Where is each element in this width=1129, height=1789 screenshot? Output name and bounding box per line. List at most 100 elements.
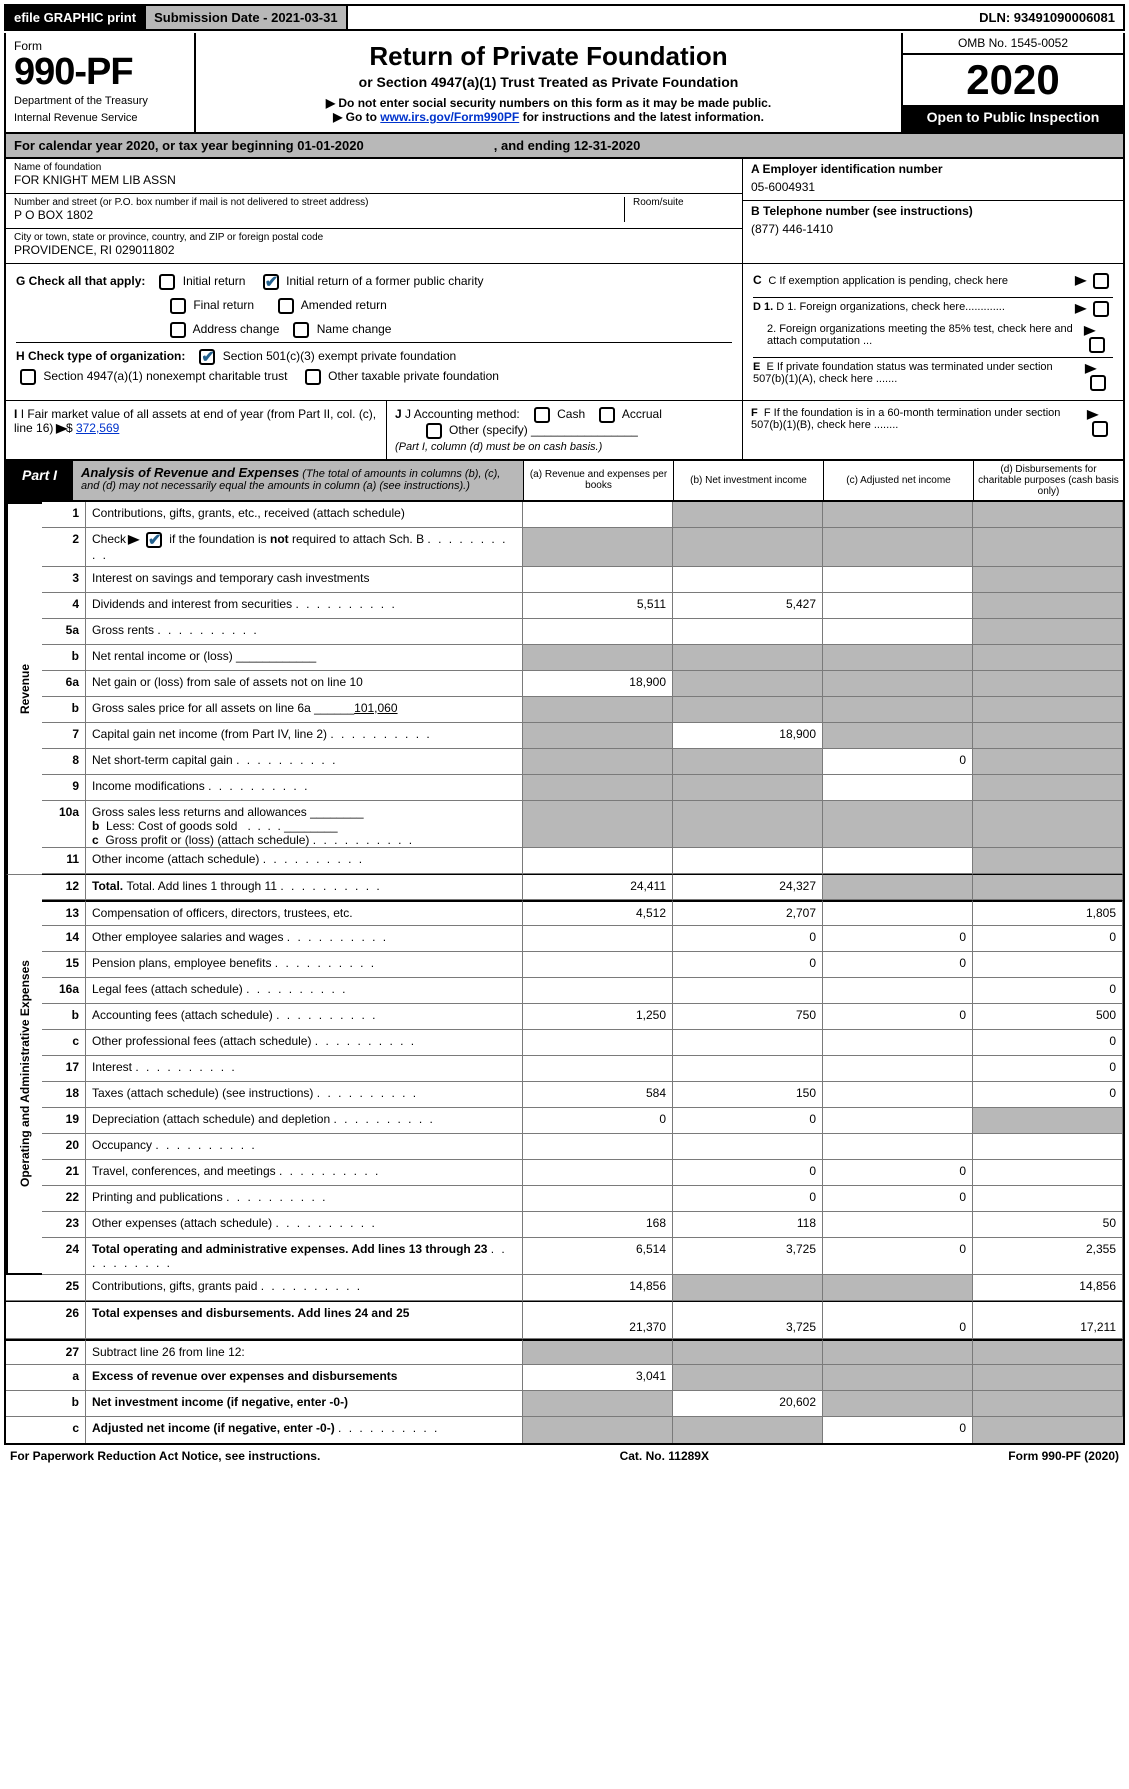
omb-number: OMB No. 1545-0052 [903,33,1123,55]
line-num: 4 [42,593,86,619]
checkbox-4947[interactable] [20,369,36,385]
cell-value: 168 [523,1212,673,1238]
form-number-cell: Form 990-PF Department of the Treasury I… [6,33,196,132]
checkbox-name-change[interactable] [293,322,309,338]
checkbox-other-taxable[interactable] [305,369,321,385]
ein-value: 05-6004931 [751,176,1115,194]
calendar-begin: For calendar year 2020, or tax year begi… [14,138,364,153]
revenue-side-label: Revenue [6,502,42,874]
line-desc: Occupancy [86,1134,523,1160]
line-desc: Printing and publications [86,1186,523,1212]
checkbox-final-return[interactable] [170,298,186,314]
line-num: 7 [42,723,86,749]
cell-value: 0 [823,1160,973,1186]
line-num: 12 [42,874,86,900]
line-desc: Total. Total. Add lines 1 through 11 [86,874,523,900]
cell-value: 0 [823,952,973,978]
checkbox-amended[interactable] [278,298,294,314]
check-area: G Check all that apply: Initial return I… [4,263,1125,400]
cell-value: 0 [823,749,973,775]
checkbox-cash[interactable] [534,407,550,423]
part-1-tab: Part I [6,461,73,500]
telephone-row: B Telephone number (see instructions) (8… [743,201,1123,242]
checkbox-address-change[interactable] [170,322,186,338]
cell-value: 0 [673,1108,823,1134]
line-num: 15 [42,952,86,978]
line-desc: Gross sales price for all assets on line… [86,697,523,723]
line-num: 20 [42,1134,86,1160]
line-num: 19 [42,1108,86,1134]
cat-number: Cat. No. 11289X [620,1449,709,1463]
checkbox-initial-return[interactable] [159,274,175,290]
g-row: G Check all that apply: Initial return I… [16,270,732,294]
checkbox-e[interactable] [1090,375,1106,391]
checkbox-accrual[interactable] [599,407,615,423]
line-num: 14 [42,926,86,952]
line-num: 3 [42,567,86,593]
cell-value: 1,250 [523,1004,673,1030]
part-1-title: Analysis of Revenue and Expenses (The to… [73,461,523,500]
line-desc: Other income (attach schedule) [86,848,523,874]
line-desc: Depreciation (attach schedule) and deple… [86,1108,523,1134]
foundation-name: FOR KNIGHT MEM LIB ASSN [14,173,734,187]
part-1-table: Revenue 1 Contributions, gifts, grants, … [4,502,1125,1445]
i-j-f-row: I I Fair market value of all assets at e… [4,400,1125,461]
page-footer: For Paperwork Reduction Act Notice, see … [4,1445,1125,1467]
checkbox-sch-b[interactable] [146,532,162,548]
cell-value: 3,725 [673,1301,823,1339]
instructions-link[interactable]: www.irs.gov/Form990PF [380,110,519,124]
d1-row: D 1. D 1. Foreign organizations, check h… [753,298,1113,320]
cell-value: 5,511 [523,593,673,619]
cell-value: 2,707 [673,900,823,926]
line-num: 18 [42,1082,86,1108]
checkbox-501c3[interactable] [199,349,215,365]
cell-value: 21,370 [523,1301,673,1339]
cell-value: 0 [823,1186,973,1212]
checkbox-initial-former[interactable] [263,274,279,290]
checkbox-d2[interactable] [1089,337,1105,353]
cell-value: 50 [973,1212,1123,1238]
cell-value: 0 [673,926,823,952]
checkbox-f[interactable] [1092,421,1108,437]
line-desc: Net rental income or (loss) ____________ [86,645,523,671]
line-num: b [42,697,86,723]
e-row: E E If private foundation status was ter… [753,358,1113,394]
h-row: H Check type of organization: Section 50… [16,342,732,365]
form-header: Form 990-PF Department of the Treasury I… [4,33,1125,134]
line-num: 13 [42,900,86,926]
line-desc: Net gain or (loss) from sale of assets n… [86,671,523,697]
cell-value: 500 [973,1004,1123,1030]
irs-label: Internal Revenue Service [14,112,186,125]
form-number: 990-PF [14,53,186,91]
line-desc: Travel, conferences, and meetings [86,1160,523,1186]
line-desc: Net investment income (if negative, ente… [86,1391,523,1417]
part-1-header: Part I Analysis of Revenue and Expenses … [4,461,1125,502]
line-num: 8 [42,749,86,775]
dept-treasury: Department of the Treasury [14,95,186,108]
top-bar: efile GRAPHIC print Submission Date - 20… [4,4,1125,31]
efile-button[interactable]: efile GRAPHIC print [6,6,146,29]
line-num: c [42,1030,86,1056]
cell-value: 0 [673,1186,823,1212]
cell-value: 150 [673,1082,823,1108]
line-desc: Check ▶ if the foundation is not require… [86,528,523,567]
checkbox-c[interactable] [1093,273,1109,289]
form-note-1: ▶ Do not enter social security numbers o… [206,96,891,110]
cell-value: 118 [673,1212,823,1238]
cell-value: 0 [823,1004,973,1030]
checkbox-d1[interactable] [1093,301,1109,317]
checkbox-other-method[interactable] [426,423,442,439]
form-title: Return of Private Foundation [206,41,891,72]
line-num: a [6,1365,86,1391]
line-desc: Income modifications [86,775,523,801]
line-desc: Taxes (attach schedule) (see instruction… [86,1082,523,1108]
line-desc: Excess of revenue over expenses and disb… [86,1365,523,1391]
open-public-badge: Open to Public Inspection [903,105,1123,132]
line-desc: Dividends and interest from securities [86,593,523,619]
cell-value: 24,411 [523,874,673,900]
line-num: 25 [6,1275,86,1301]
line-desc: Contributions, gifts, grants, etc., rece… [86,502,523,528]
entity-info-block: Name of foundation FOR KNIGHT MEM LIB AS… [4,159,1125,263]
line-desc: Interest on savings and temporary cash i… [86,567,523,593]
line-desc: Total operating and administrative expen… [86,1238,523,1275]
